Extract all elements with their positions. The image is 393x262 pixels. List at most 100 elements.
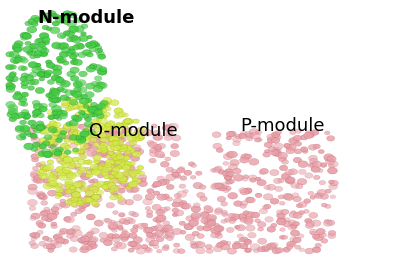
Circle shape (106, 128, 114, 133)
Circle shape (78, 150, 86, 155)
Circle shape (28, 184, 37, 190)
Circle shape (28, 80, 35, 85)
Circle shape (309, 158, 318, 164)
Circle shape (300, 135, 308, 140)
Circle shape (88, 179, 94, 183)
Circle shape (313, 175, 320, 180)
Circle shape (270, 242, 278, 247)
Circle shape (106, 125, 115, 131)
Circle shape (290, 223, 297, 228)
Circle shape (85, 98, 92, 102)
Circle shape (116, 194, 122, 198)
Circle shape (63, 191, 72, 197)
Circle shape (96, 149, 102, 152)
Circle shape (90, 63, 97, 68)
Circle shape (48, 248, 54, 253)
Circle shape (76, 201, 83, 206)
Circle shape (286, 241, 295, 247)
Circle shape (76, 149, 84, 154)
Circle shape (64, 139, 70, 143)
Circle shape (43, 243, 52, 249)
Circle shape (298, 234, 304, 238)
Circle shape (116, 166, 122, 170)
Circle shape (53, 127, 61, 132)
Circle shape (312, 247, 321, 253)
Circle shape (74, 139, 83, 145)
Circle shape (69, 129, 77, 135)
Circle shape (84, 167, 92, 172)
Circle shape (273, 143, 283, 150)
Circle shape (285, 170, 294, 175)
Circle shape (161, 194, 169, 200)
Circle shape (71, 165, 77, 169)
Circle shape (241, 237, 248, 241)
Circle shape (98, 69, 107, 75)
Circle shape (51, 139, 61, 145)
Circle shape (79, 148, 87, 153)
Circle shape (37, 39, 44, 43)
Circle shape (62, 167, 71, 173)
Circle shape (124, 161, 132, 167)
Circle shape (72, 226, 81, 231)
Circle shape (275, 152, 281, 156)
Circle shape (82, 235, 92, 241)
Circle shape (235, 225, 240, 229)
Circle shape (36, 125, 44, 131)
Circle shape (100, 169, 108, 175)
Circle shape (63, 156, 70, 161)
Circle shape (119, 163, 125, 167)
Circle shape (240, 189, 249, 195)
Circle shape (63, 31, 70, 35)
Circle shape (67, 163, 75, 169)
Circle shape (103, 97, 112, 103)
Circle shape (207, 209, 213, 213)
Circle shape (325, 204, 331, 209)
Circle shape (302, 149, 308, 153)
Circle shape (190, 175, 196, 179)
Circle shape (90, 102, 97, 107)
Circle shape (92, 196, 102, 202)
Circle shape (106, 155, 111, 158)
Circle shape (241, 131, 247, 135)
Circle shape (115, 160, 122, 165)
Circle shape (89, 65, 95, 69)
Circle shape (298, 169, 306, 174)
Circle shape (125, 199, 134, 205)
Circle shape (92, 183, 101, 189)
Circle shape (192, 217, 199, 222)
Circle shape (308, 191, 314, 195)
Circle shape (56, 158, 62, 162)
Circle shape (224, 241, 231, 245)
Circle shape (21, 73, 29, 78)
Circle shape (110, 125, 116, 129)
Circle shape (270, 198, 279, 204)
Circle shape (153, 191, 160, 195)
Circle shape (237, 234, 243, 238)
Circle shape (55, 76, 62, 80)
Circle shape (60, 143, 70, 149)
Circle shape (276, 210, 283, 214)
Circle shape (98, 168, 105, 173)
Circle shape (49, 91, 57, 96)
Circle shape (228, 164, 238, 170)
Circle shape (78, 132, 86, 138)
Circle shape (260, 168, 268, 174)
Circle shape (39, 103, 48, 109)
Circle shape (185, 234, 195, 241)
Circle shape (38, 151, 46, 157)
Circle shape (289, 211, 299, 218)
Circle shape (109, 174, 116, 178)
Circle shape (68, 161, 75, 165)
Circle shape (84, 188, 90, 192)
Circle shape (75, 166, 81, 170)
Circle shape (24, 130, 31, 135)
Circle shape (104, 162, 112, 168)
Circle shape (205, 221, 214, 228)
Circle shape (76, 80, 86, 86)
Circle shape (262, 245, 270, 250)
Circle shape (129, 211, 136, 216)
Circle shape (103, 182, 110, 186)
Circle shape (204, 206, 213, 212)
Circle shape (86, 246, 93, 250)
Circle shape (160, 161, 169, 167)
